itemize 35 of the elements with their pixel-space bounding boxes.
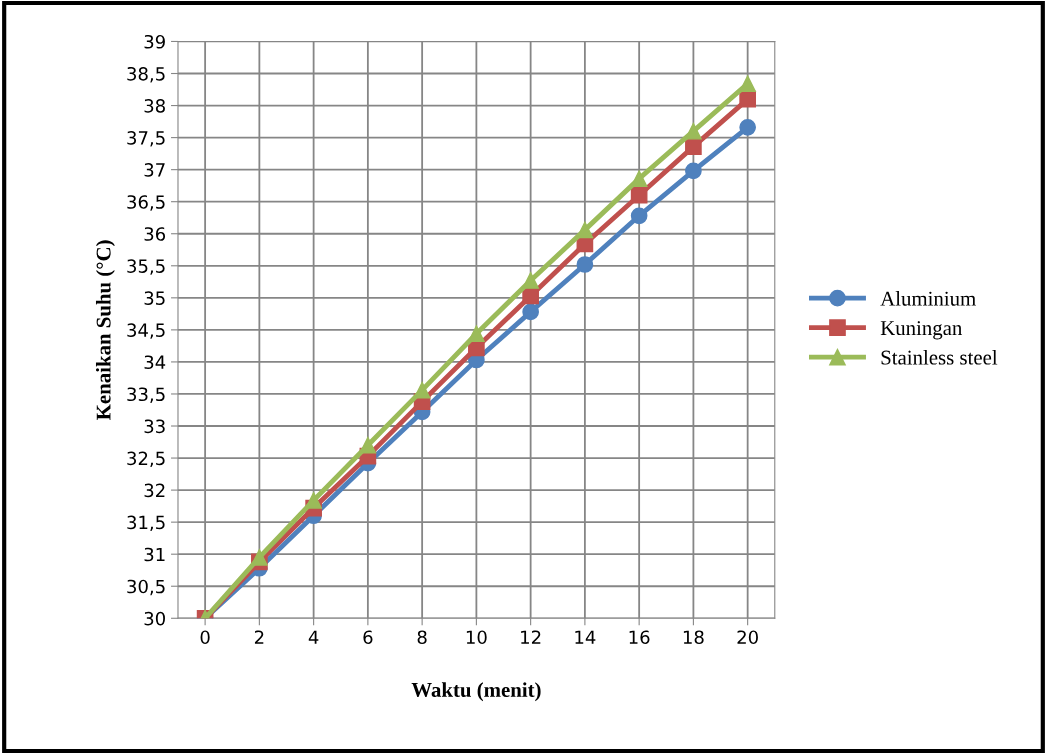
x-tick-label: 18: [683, 630, 704, 645]
y-tick-label: 31: [144, 547, 165, 562]
y-tick-label: 37,5: [127, 131, 165, 147]
y-tick-label: 31,5: [127, 515, 165, 532]
x-tick-label: 8: [417, 630, 427, 645]
y-tick-label: 30: [144, 611, 165, 626]
y-tick-label: 37: [144, 163, 165, 177]
legend-label: Stainless steel: [881, 349, 998, 365]
y-tick-label: 33: [144, 419, 165, 434]
y-tick-label: 33,5: [127, 387, 165, 403]
x-tick-label: 10: [466, 630, 487, 645]
x-tick-label: 14: [575, 630, 596, 644]
x-tick-label: 2: [254, 630, 264, 644]
y-tick-label: 32,5: [127, 451, 165, 468]
x-tick-label: 6: [363, 630, 373, 645]
y-tick-label: 30,5: [127, 579, 165, 596]
y-tick-label: 38: [144, 99, 165, 113]
x-tick-label: 12: [521, 630, 541, 644]
y-tick-label: 39: [144, 34, 165, 49]
y-tick-label: 34,5: [127, 323, 165, 339]
x-tick-label: 16: [629, 630, 650, 645]
x-tick-label: 20: [737, 630, 758, 645]
y-tick-label: 36,5: [127, 195, 165, 211]
y-tick-label: 38,5: [127, 66, 165, 83]
y-tick-label: 32: [144, 483, 165, 498]
x-axis-title: Waktu (menit): [411, 682, 541, 702]
x-tick-label: 0: [200, 630, 210, 645]
y-tick-label: 36: [144, 227, 166, 241]
legend-label: Aluminium: [880, 291, 976, 306]
x-tick-label: 4: [308, 630, 319, 644]
y-axis-title: Kenaikan Suhu (°C): [95, 240, 115, 420]
y-tick-label: 34: [144, 355, 166, 370]
y-tick-label: 35: [144, 291, 165, 305]
y-tick-label: 35,5: [127, 259, 165, 275]
legend-label: Kuningan: [880, 321, 963, 340]
